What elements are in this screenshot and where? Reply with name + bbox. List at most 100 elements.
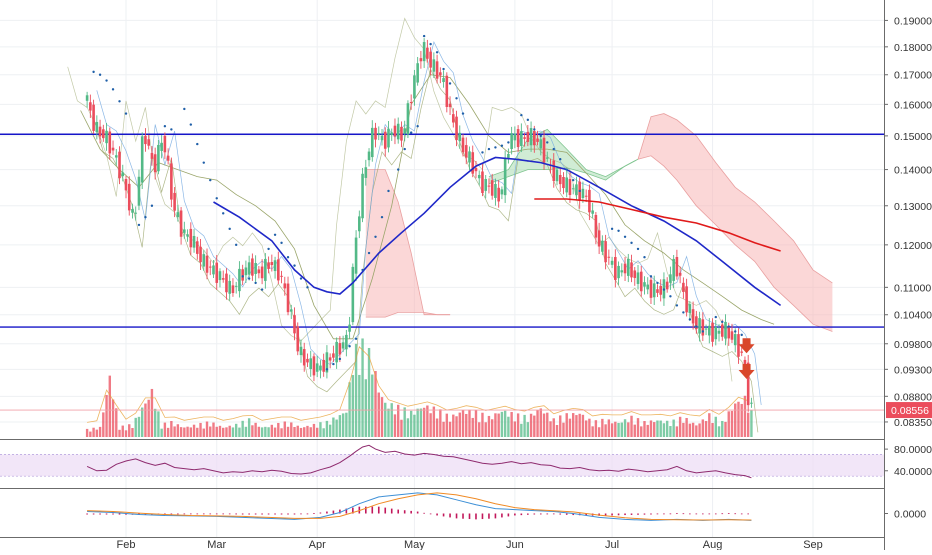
- macd-histogram-bar: [656, 513, 659, 515]
- volume-bar: [189, 427, 193, 437]
- volume-bar: [646, 424, 649, 437]
- candle-body: [581, 188, 585, 198]
- psar-dot: [507, 141, 510, 144]
- candle-body: [474, 167, 478, 172]
- candle-body: [652, 283, 656, 298]
- volume-bar: [669, 426, 672, 437]
- volume-bar: [627, 422, 630, 437]
- candle-body: [157, 144, 160, 172]
- volume-bar: [743, 395, 747, 437]
- volume-bar: [630, 415, 633, 437]
- candle-body: [377, 133, 381, 135]
- psar-dot: [422, 34, 426, 38]
- candle-body: [678, 272, 682, 276]
- candle-body: [724, 321, 727, 339]
- candle-body: [552, 160, 556, 181]
- volume-bar: [468, 409, 471, 437]
- volume-bar: [617, 422, 620, 437]
- candle-body: [332, 353, 335, 358]
- price-axis[interactable]: 0.19000 0.18000 0.17000 0.16000 0.15000 0.140…: [884, 15, 932, 521]
- candle-body: [186, 234, 189, 237]
- time-tick-label: May: [404, 539, 425, 550]
- candle-body: [124, 178, 128, 191]
- price-tick-label: 0.17000: [894, 70, 932, 82]
- macd-histogram-bar: [520, 513, 523, 516]
- volume-bar: [555, 425, 559, 437]
- candle-body: [231, 285, 235, 294]
- macd-signal-line: [87, 492, 752, 521]
- macd-histogram-bar: [313, 513, 315, 514]
- volume-bar: [688, 423, 692, 437]
- candle-body: [208, 266, 212, 268]
- volume-bar: [559, 415, 562, 437]
- volume-bar: [196, 427, 199, 437]
- candle-body: [558, 174, 562, 185]
- volume-bar: [500, 411, 504, 437]
- volume-bar: [419, 408, 423, 437]
- macd-histogram-bar: [86, 513, 88, 515]
- candle-body: [345, 334, 348, 350]
- candle-body: [481, 171, 484, 193]
- psar-dot: [144, 215, 147, 219]
- volume-bar: [183, 427, 186, 437]
- volume-bar: [277, 422, 280, 437]
- volume-bar: [571, 413, 575, 437]
- time-axis[interactable]: Feb Mar Apr May Jun Jul Aug Sep: [117, 539, 823, 551]
- volume-bar: [533, 415, 536, 437]
- volume-bar: [656, 420, 659, 437]
- volume-bar: [283, 421, 286, 437]
- macd-histogram-bar: [604, 513, 607, 516]
- psar-dot: [409, 131, 413, 134]
- volume-bar: [95, 429, 99, 437]
- volume-bar: [526, 422, 530, 437]
- macd-histogram-bar: [92, 513, 95, 515]
- volume-bar: [309, 427, 312, 437]
- candle-body: [529, 128, 533, 146]
- volume-bar: [315, 427, 319, 437]
- volume-bar: [102, 412, 105, 437]
- volume-bar: [465, 413, 468, 437]
- volume-bar: [299, 427, 303, 437]
- macd-histogram-bar: [267, 513, 270, 515]
- volume-bar: [351, 375, 355, 437]
- time-tick-label: Jul: [605, 539, 619, 550]
- psar-dot: [539, 134, 542, 138]
- candle-body: [114, 155, 118, 158]
- candle-body: [617, 265, 620, 279]
- time-tick-label: Mar: [207, 539, 226, 550]
- psar-dot: [552, 147, 555, 151]
- volume-bar: [581, 414, 585, 437]
- last-price-label: 0.08556: [891, 405, 929, 417]
- volume-bar: [147, 399, 150, 437]
- volume-bar: [160, 428, 163, 437]
- volume-bar: [416, 408, 419, 437]
- volume-bar: [254, 422, 257, 437]
- candle-body: [403, 128, 406, 134]
- volume-bars: [85, 338, 753, 437]
- volume-bar: [584, 420, 588, 437]
- volume-bar: [170, 421, 173, 437]
- candle-body: [102, 129, 105, 139]
- price-tick-label: 0.09300: [894, 364, 932, 376]
- candle-body: [396, 123, 400, 140]
- macd-histogram-bar: [397, 509, 400, 514]
- candle-body: [383, 131, 387, 149]
- volume-bar: [659, 420, 662, 437]
- candle-body: [89, 102, 92, 111]
- candle-body: [293, 315, 296, 334]
- candle-body: [494, 183, 497, 198]
- candle-body: [451, 114, 455, 123]
- macd-histogram-bar: [747, 513, 749, 515]
- psar-dot: [448, 82, 452, 85]
- volume-bar: [435, 418, 439, 437]
- macd-histogram-bar: [423, 512, 425, 514]
- candle-body: [144, 135, 147, 145]
- macd-histogram-bar: [170, 513, 173, 515]
- macd-histogram-bar: [727, 513, 730, 514]
- macd-histogram-bar: [514, 513, 516, 516]
- macd-histogram-bar: [235, 513, 237, 515]
- candle-body: [195, 241, 199, 254]
- psar-dot: [348, 345, 351, 348]
- candle-body: [659, 285, 662, 295]
